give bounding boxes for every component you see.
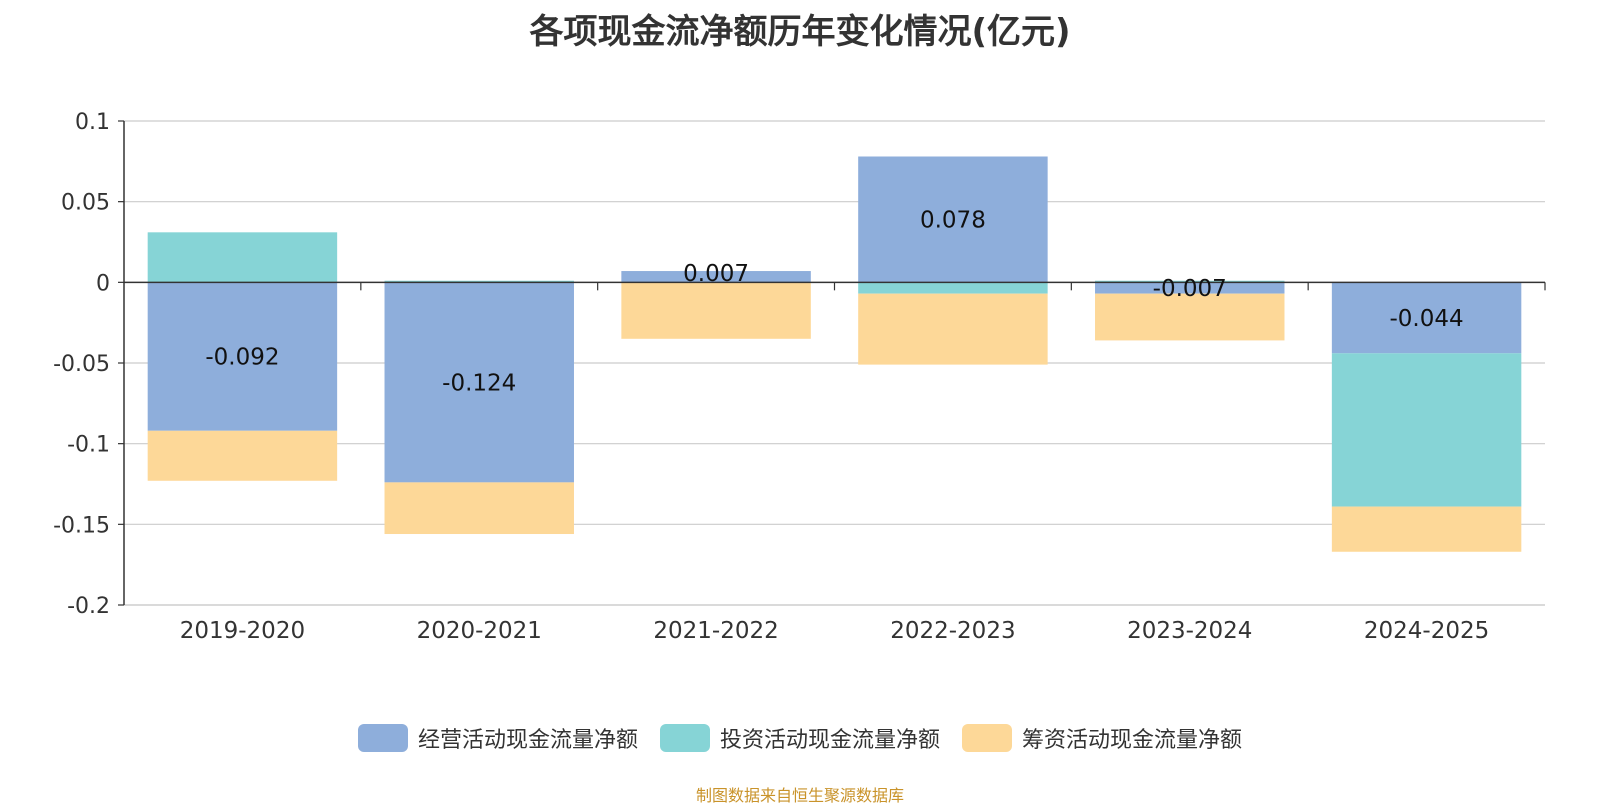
y-tick-label: -0.15 xyxy=(53,513,110,538)
legend-label-operating: 经营活动现金流量净额 xyxy=(417,728,638,753)
bar-3-2023-2024 xyxy=(1095,293,1285,341)
legend-item-investing[interactable]: 投资活动现金流量净额 xyxy=(659,722,940,754)
x-tick-label: 2021-2022 xyxy=(653,618,778,644)
y-tick-label: 0 xyxy=(96,271,110,296)
legend-label-investing: 投资活动现金流量净额 xyxy=(719,728,940,753)
x-tick-label: 2020-2021 xyxy=(417,618,542,644)
y-tick-label: 0.05 xyxy=(61,191,110,216)
legend-swatch-financing xyxy=(962,724,1012,752)
legend-item-financing[interactable]: 筹资活动现金流量净额 xyxy=(962,722,1242,754)
bar-1-2020-2021 xyxy=(384,282,574,483)
y-tick-label: -0.05 xyxy=(53,352,110,377)
data-label: -0.124 xyxy=(442,370,516,396)
legend-label-financing: 筹资活动现金流量净额 xyxy=(1022,728,1243,753)
bar-3-2022-2023 xyxy=(858,293,1048,365)
bars xyxy=(147,156,1522,552)
data-label: 0.078 xyxy=(920,207,986,233)
legend-item-operating[interactable]: 经营活动现金流量净额 xyxy=(357,722,638,754)
bar-1-2022-2023 xyxy=(858,156,1048,283)
y-tick-label: 0.1 xyxy=(75,110,110,135)
bar-1-2024-2025 xyxy=(1331,282,1522,354)
data-label: -0.092 xyxy=(205,345,279,371)
bar-3-2020-2021 xyxy=(384,482,574,535)
data-labels: -0.092 -0.124 0.007 0.078 -0.007 -0.044 xyxy=(205,207,1463,396)
x-tick-label: 2024-2025 xyxy=(1364,618,1489,644)
bar-3-2019-2020 xyxy=(147,430,338,481)
bar-1-2019-2020 xyxy=(147,282,338,431)
source-note: 制图数据来自恒生聚源数据库 xyxy=(695,786,904,805)
bar-2-2022-2023 xyxy=(858,282,1048,294)
bar-2-2023-2024 xyxy=(1095,280,1285,283)
x-tick-label: 2019-2020 xyxy=(180,618,305,644)
data-label: -0.044 xyxy=(1390,306,1464,332)
bar-1-2021-2022 xyxy=(621,271,811,283)
y-tick-label: -0.1 xyxy=(67,433,110,458)
axes: 0.1 0.05 0 -0.05 -0.1 -0.15 -0.2 2019-2020 2020-… xyxy=(53,110,1546,644)
x-tick-label: 2023-2024 xyxy=(1127,618,1252,644)
bar-2-2019-2020 xyxy=(147,232,338,283)
bar-1-2023-2024 xyxy=(1095,282,1285,294)
gridlines xyxy=(124,120,1545,606)
data-label: -0.007 xyxy=(1153,276,1227,302)
bar-3-2024-2025 xyxy=(1331,506,1522,552)
data-label: 0.007 xyxy=(683,261,749,287)
legend: 经营活动现金流量净额 投资活动现金流量净额 筹资活动现金流量净额 xyxy=(0,722,1600,754)
legend-swatch-operating xyxy=(357,724,408,752)
y-tick-label: -0.2 xyxy=(67,594,110,619)
bar-2-2020-2021 xyxy=(384,280,574,283)
chart-title: 各项现金流净额历年变化情况(亿元) xyxy=(529,12,1071,52)
legend-swatch-investing xyxy=(659,724,710,752)
x-tick-label: 2022-2023 xyxy=(890,618,1015,644)
bar-2-2024-2025 xyxy=(1331,353,1522,507)
bar-3-2021-2022 xyxy=(621,282,811,339)
